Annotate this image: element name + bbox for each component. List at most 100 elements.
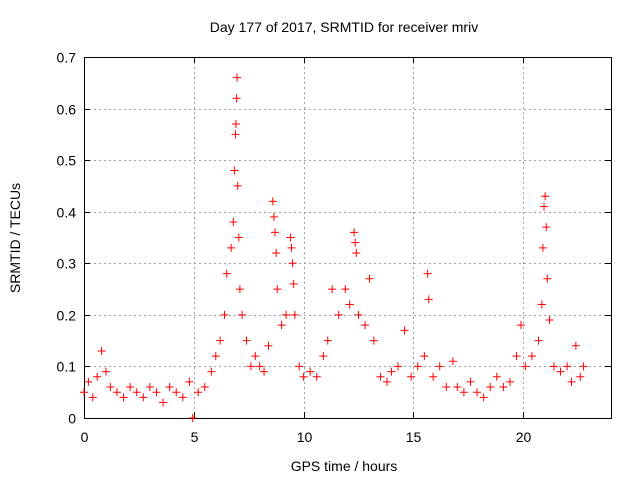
data-point — [234, 233, 243, 242]
x-axis-label: GPS time / hours — [291, 458, 398, 474]
data-point — [84, 377, 93, 386]
data-point — [246, 362, 255, 371]
data-point — [319, 352, 328, 361]
data-point — [273, 285, 282, 294]
data-point — [132, 388, 141, 397]
data-point — [231, 130, 240, 139]
data-point — [242, 336, 251, 345]
data-point — [516, 321, 525, 330]
data-point — [538, 243, 547, 252]
data-point — [571, 341, 580, 350]
data-point — [383, 377, 392, 386]
data-point — [152, 388, 161, 397]
data-point — [119, 393, 128, 402]
data-point — [188, 414, 197, 422]
data-point — [521, 362, 530, 371]
data-point — [537, 300, 546, 309]
data-point — [345, 300, 354, 309]
data-point — [238, 310, 247, 319]
data-point — [229, 218, 238, 227]
data-point — [442, 383, 451, 392]
data-point — [394, 362, 403, 371]
data-point — [178, 393, 187, 402]
data-point — [220, 310, 229, 319]
data-point — [424, 295, 433, 304]
data-point — [527, 352, 536, 361]
data-point — [429, 372, 438, 381]
data-point — [486, 383, 495, 392]
data-point — [159, 398, 168, 407]
data-point — [400, 326, 409, 335]
data-point — [268, 197, 277, 206]
data-point — [361, 321, 370, 330]
data-point — [549, 362, 558, 371]
data-point — [97, 346, 106, 355]
data-point — [80, 388, 88, 397]
data-point — [112, 388, 121, 397]
data-point — [473, 388, 482, 397]
data-point — [139, 393, 148, 402]
x-tick-label: 15 — [406, 429, 422, 445]
data-point — [541, 192, 550, 201]
y-tick-label: 0.4 — [57, 205, 77, 221]
data-point — [227, 243, 236, 252]
data-point — [306, 367, 315, 376]
plot-frame — [84, 57, 612, 419]
data-point — [312, 372, 321, 381]
data-point — [211, 352, 220, 361]
data-point — [545, 316, 554, 325]
data-point — [222, 269, 231, 278]
data-point — [165, 383, 174, 392]
data-point — [540, 202, 549, 211]
data-point — [194, 388, 203, 397]
data-point — [435, 362, 444, 371]
data-point — [543, 274, 552, 283]
data-point — [269, 212, 278, 221]
data-point — [260, 367, 269, 376]
data-point — [233, 73, 242, 82]
x-tick-label: 5 — [191, 429, 199, 445]
data-point — [534, 336, 543, 345]
x-tick-label: 0 — [81, 429, 89, 445]
y-tick-label: 0.1 — [57, 359, 77, 375]
data-points — [80, 73, 588, 422]
y-tick-label: 0.6 — [57, 102, 77, 118]
data-point — [295, 362, 304, 371]
y-tick-label: 0 — [68, 411, 76, 427]
x-tick-label: 20 — [516, 429, 532, 445]
data-point — [512, 352, 521, 361]
data-point — [282, 310, 291, 319]
grid-layer — [84, 57, 611, 418]
data-point — [106, 383, 115, 392]
data-point — [145, 383, 154, 392]
data-point — [350, 228, 359, 237]
data-point — [499, 383, 508, 392]
data-point — [423, 269, 432, 278]
data-point — [185, 377, 194, 386]
data-point — [251, 352, 260, 361]
data-point — [323, 336, 332, 345]
y-tick-label: 0.7 — [57, 50, 77, 66]
data-point — [505, 377, 514, 386]
tick-layer: 0 0.1 0.2 0.3 0.4 0.5 0.6 0.7 0 5 10 15 20 — [57, 50, 611, 445]
data-point — [299, 372, 308, 381]
data-point — [556, 367, 565, 376]
data-point — [231, 120, 240, 129]
data-point — [567, 377, 576, 386]
data-point — [407, 372, 416, 381]
data-point — [271, 228, 280, 237]
data-point — [351, 238, 360, 247]
y-tick-label: 0.2 — [57, 308, 77, 324]
y-tick-label: 0.3 — [57, 256, 77, 272]
data-point — [453, 383, 462, 392]
x-tick-label: 10 — [297, 429, 313, 445]
data-point — [341, 285, 350, 294]
data-point — [459, 388, 468, 397]
data-point — [479, 393, 488, 402]
data-point — [369, 336, 378, 345]
data-point — [376, 372, 385, 381]
data-point — [126, 383, 135, 392]
data-point — [413, 362, 422, 371]
